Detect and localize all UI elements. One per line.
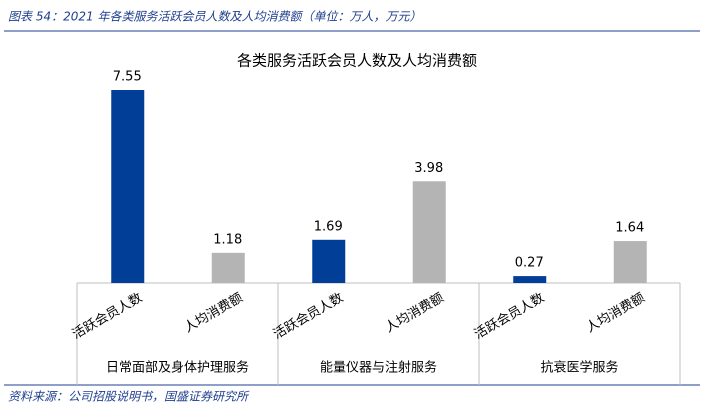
source: 资料来源：公司招股说明书，国盛证券研究所 [8, 390, 250, 404]
value-label: 7.55 [113, 70, 142, 85]
x-tick-label: 人均消费额 [383, 291, 447, 336]
bar [412, 181, 446, 283]
x-tick-label: 人均消费额 [182, 291, 246, 336]
bar [312, 239, 346, 283]
value-label: 1.64 [615, 221, 644, 236]
bar [111, 90, 145, 283]
value-label: 1.18 [213, 232, 242, 247]
bar [211, 252, 245, 283]
x-tick-label: 人均消费额 [584, 291, 648, 336]
group-label: 能量仪器与注射服务 [320, 360, 437, 376]
bar [513, 276, 547, 283]
group-label: 抗衰医学服务 [540, 360, 618, 376]
x-tick-label: 活跃会员人数 [472, 291, 547, 343]
x-tick-label: 活跃会员人数 [70, 291, 145, 343]
value-label: 1.69 [314, 219, 343, 234]
value-label: 0.27 [515, 256, 544, 271]
bar [613, 241, 647, 283]
chart-title: 各类服务活跃会员人数及人均消费额 [237, 52, 477, 70]
value-label: 3.98 [414, 161, 443, 176]
group-label: 日常面部及身体护理服务 [106, 360, 249, 376]
caption: 图表 54：2021 年各类服务活跃会员人数及人均消费额（单位：万人，万元） [8, 10, 421, 24]
x-tick-label: 活跃会员人数 [271, 291, 346, 343]
